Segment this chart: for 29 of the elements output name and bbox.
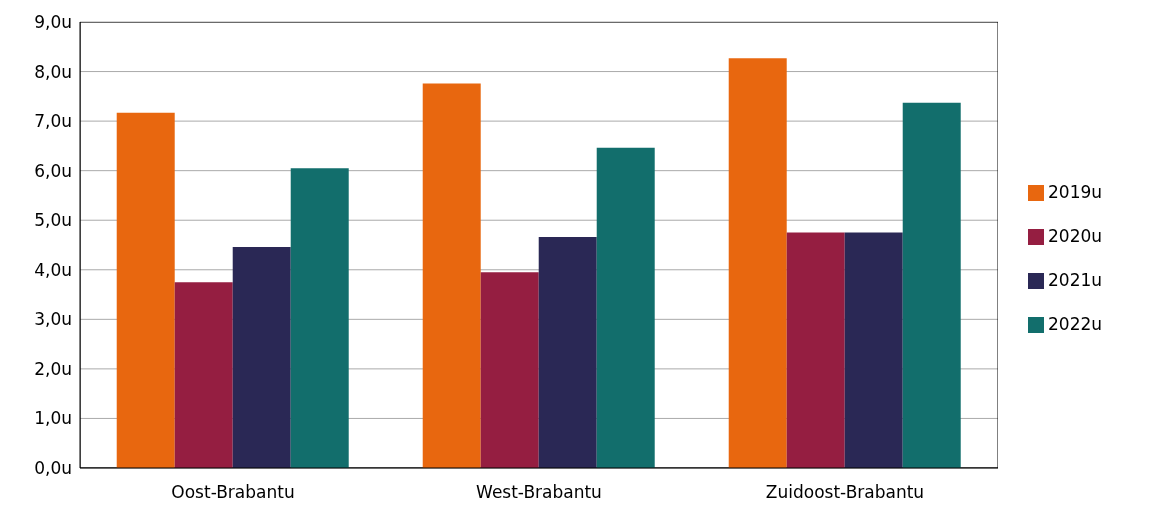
bar	[232, 246, 291, 468]
x-tick-label: Oost-Brabantu	[171, 482, 295, 503]
legend-label: 2020u	[1048, 226, 1103, 246]
legend-label: 2019u	[1048, 182, 1103, 202]
y-tick-label: 2,0u	[34, 358, 72, 379]
y-tick-label: 7,0u	[34, 111, 72, 132]
y-tick-label: 1,0u	[34, 408, 72, 429]
y-tick-label: 3,0u	[34, 309, 72, 330]
y-tick-label: 4,0u	[34, 259, 72, 280]
bar	[786, 232, 845, 468]
y-tick-label: 8,0u	[34, 61, 72, 82]
y-tick-label: 9,0u	[34, 12, 72, 33]
legend-label: 2022u	[1048, 314, 1103, 334]
legend-label: 2021u	[1048, 270, 1103, 290]
bar	[844, 232, 903, 468]
x-tick-label: Zuidoost-Brabantu	[765, 482, 925, 503]
y-tick-label: 5,0u	[34, 210, 72, 231]
bar	[480, 272, 539, 468]
bar	[728, 58, 787, 468]
bar	[538, 237, 597, 468]
y-tick-label: 0,0u	[34, 458, 72, 479]
bar	[596, 147, 655, 468]
x-tick-label: West-Brabantu	[476, 482, 602, 503]
bar	[174, 282, 233, 468]
bar	[422, 83, 481, 468]
bar	[116, 112, 175, 468]
y-tick-label: 6,0u	[34, 160, 72, 181]
bar	[290, 168, 349, 468]
bar	[902, 102, 961, 468]
